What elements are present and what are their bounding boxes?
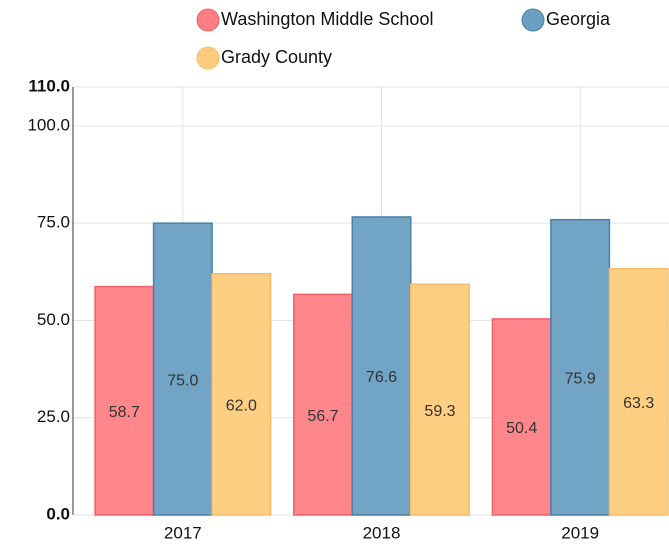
- value-label: 75.0: [167, 372, 198, 389]
- bar: [211, 273, 272, 516]
- value-label: 59.3: [424, 403, 455, 420]
- legend-marker: [196, 8, 220, 32]
- bar: [410, 283, 470, 516]
- legend-marker: [521, 8, 545, 32]
- y-tick-label: 0.0: [46, 504, 70, 523]
- y-tick-label: 25.0: [37, 407, 70, 426]
- legend-label: Grady County: [221, 47, 332, 67]
- legend-label: Georgia: [546, 9, 611, 29]
- legend-label: Washington Middle School: [221, 9, 433, 29]
- value-label: 58.7: [109, 404, 140, 421]
- y-tick-label: 75.0: [37, 213, 70, 232]
- value-label: 50.4: [506, 420, 537, 437]
- x-tick-label: 2017: [164, 523, 202, 542]
- bar: [152, 222, 213, 516]
- value-label: 76.6: [366, 369, 397, 386]
- value-label: 75.9: [565, 371, 596, 388]
- value-label: 62.0: [226, 398, 257, 415]
- x-tick-label: 2019: [561, 523, 599, 542]
- legend-marker: [196, 46, 220, 70]
- y-tick-label: 110.0: [28, 76, 70, 95]
- value-label: 56.7: [307, 408, 338, 425]
- bar: [491, 318, 552, 516]
- x-tick-label: 2018: [363, 523, 401, 542]
- bar: [550, 218, 611, 516]
- y-tick-label: 50.0: [37, 310, 70, 329]
- bar: [351, 216, 412, 516]
- bar: [293, 293, 353, 516]
- y-tick-label: 100.0: [27, 115, 70, 134]
- value-label: 63.3: [623, 395, 654, 412]
- bar: [94, 285, 155, 516]
- bar: [608, 267, 669, 516]
